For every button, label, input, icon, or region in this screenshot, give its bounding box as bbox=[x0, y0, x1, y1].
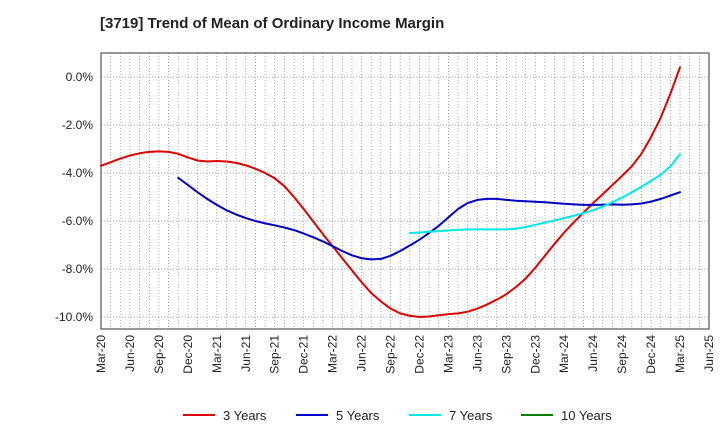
series-lines bbox=[100, 66, 681, 318]
legend-item: 10 Years bbox=[521, 408, 612, 423]
x-tick-label: Mar-23 bbox=[441, 335, 455, 373]
x-tick-label: Dec-23 bbox=[528, 335, 542, 374]
x-tick-label: Dec-20 bbox=[181, 335, 195, 374]
x-tick-label: Mar-21 bbox=[210, 335, 224, 373]
series-line-5-years bbox=[177, 176, 681, 261]
x-tick-label: Mar-24 bbox=[557, 335, 571, 373]
legend-label: 10 Years bbox=[561, 408, 612, 423]
x-axis-labels: Mar-20 Jun-20 Sep-20 Dec-20 Mar-21 Jun-21 Sep-… bbox=[94, 335, 716, 374]
x-tick-label: Sep-22 bbox=[384, 335, 398, 374]
y-axis-labels: 0.0% -2.0% -4.0% -6.0% -8.0% -10.0% bbox=[55, 70, 93, 324]
x-tick-label: Mar-22 bbox=[326, 335, 340, 373]
y-tick-label: -4.0% bbox=[62, 166, 94, 180]
x-tick-label: Jun-24 bbox=[586, 335, 600, 372]
x-tick-label: Dec-24 bbox=[644, 335, 658, 374]
y-tick-label: -8.0% bbox=[62, 262, 94, 276]
legend: 3 Years 5 Years 7 Years 10 Years bbox=[183, 408, 612, 423]
x-tick-label: Dec-21 bbox=[297, 335, 311, 374]
series-line-7-years bbox=[408, 153, 681, 234]
legend-label: 3 Years bbox=[223, 408, 267, 423]
legend-label: 5 Years bbox=[336, 408, 380, 423]
x-tick-label: Jun-22 bbox=[355, 335, 369, 372]
x-tick-label: Sep-21 bbox=[268, 335, 282, 374]
x-tick-label: Mar-25 bbox=[673, 335, 687, 373]
y-tick-label: 0.0% bbox=[66, 70, 94, 84]
legend-item: 3 Years bbox=[183, 408, 267, 423]
x-tick-label: Sep-24 bbox=[615, 335, 629, 374]
x-tick-label: Sep-23 bbox=[499, 335, 513, 374]
y-tick-label: -6.0% bbox=[62, 214, 94, 228]
x-tick-label: Jun-21 bbox=[239, 335, 253, 372]
vertical-grid bbox=[110, 53, 700, 329]
y-tick-label: -2.0% bbox=[62, 118, 94, 132]
legend-label: 7 Years bbox=[449, 408, 493, 423]
legend-item: 5 Years bbox=[296, 408, 380, 423]
chart-title: [3719] Trend of Mean of Ordinary Income … bbox=[100, 15, 445, 32]
x-tick-label: Dec-22 bbox=[412, 335, 426, 374]
x-tick-label: Jun-23 bbox=[470, 335, 484, 372]
plot-border bbox=[100, 52, 710, 330]
x-tick-label: Jun-25 bbox=[702, 335, 716, 372]
y-tick-label: -10.0% bbox=[55, 310, 93, 324]
x-tick-label: Sep-20 bbox=[152, 335, 166, 374]
x-tick-label: Jun-20 bbox=[123, 335, 137, 372]
legend-item: 7 Years bbox=[409, 408, 493, 423]
plot-area bbox=[101, 53, 709, 329]
horizontal-grid bbox=[101, 76, 709, 318]
x-tick-label: Mar-20 bbox=[94, 335, 108, 373]
